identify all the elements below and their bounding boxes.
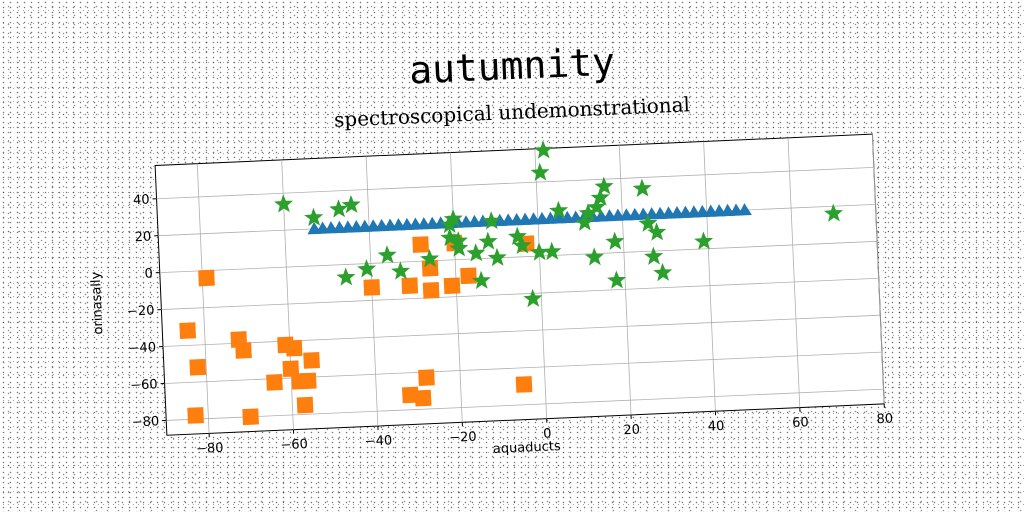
square-point — [198, 269, 215, 287]
star-point — [487, 247, 507, 267]
x-tick-label: −60 — [280, 437, 308, 453]
y-grid-line — [161, 277, 879, 310]
y-grid-line — [156, 167, 874, 200]
series-triangle — [307, 203, 752, 235]
square-point — [401, 277, 419, 295]
y-grid-line — [159, 240, 878, 274]
x-grid-line — [196, 163, 210, 434]
star-point — [594, 176, 614, 195]
star-point — [823, 203, 843, 222]
star-point — [329, 199, 349, 218]
square-point — [414, 389, 432, 407]
y-axis-label: orinasally — [89, 271, 107, 335]
star-point — [336, 267, 356, 286]
x-grid-line — [534, 148, 548, 419]
star-point — [607, 270, 627, 289]
star-point — [644, 246, 664, 265]
triangle-point — [737, 203, 752, 216]
star-point — [443, 209, 463, 228]
x-grid-line — [872, 134, 885, 404]
x-grid-line — [618, 145, 632, 415]
square-point — [460, 267, 477, 285]
star-point — [584, 247, 604, 266]
star-point — [449, 238, 469, 257]
square-point — [303, 352, 320, 369]
y-axis-ticks: −80 −60 −40 −20 0 20 40 — [127, 193, 167, 430]
x-tick-label: 0 — [543, 426, 552, 441]
star-point — [605, 231, 625, 250]
x-tick-label: −80 — [196, 441, 224, 457]
star-point — [471, 270, 491, 290]
y-tick-label: 0 — [144, 266, 153, 281]
star-point — [273, 194, 293, 213]
square-point — [363, 279, 381, 296]
star-point — [586, 197, 606, 216]
star-point — [542, 241, 562, 261]
x-tick-label: 60 — [792, 415, 809, 431]
square-point — [443, 277, 461, 295]
star-point — [638, 213, 658, 232]
star-point — [530, 162, 550, 182]
x-grid-line — [787, 137, 801, 408]
square-point — [412, 236, 430, 253]
x-axis-label: aquaducts — [493, 439, 562, 457]
square-point — [235, 342, 252, 359]
star-point — [632, 178, 652, 197]
star-point — [466, 243, 486, 262]
x-tick-label: −20 — [449, 430, 477, 446]
star-point — [533, 140, 553, 159]
series-layer — [179, 140, 843, 426]
star-point — [478, 231, 498, 250]
x-tick-label: −40 — [364, 433, 392, 449]
star-point — [512, 235, 532, 255]
star-point — [653, 262, 673, 282]
y-tick-label: −20 — [127, 303, 155, 319]
y-tick-label: 20 — [134, 229, 151, 245]
square-point — [242, 408, 259, 426]
star-point — [357, 259, 377, 278]
square-point — [418, 369, 435, 386]
square-point — [422, 282, 440, 299]
square-point — [189, 358, 207, 376]
y-tick-label: −40 — [128, 340, 156, 356]
star-point — [481, 211, 501, 230]
plot-area: −80 −60 −40 −20 0 20 40 60 80 −80−60−40−2002040 … — [89, 133, 893, 457]
x-grid-line — [703, 141, 716, 412]
star-point — [341, 195, 361, 214]
y-grid-line — [164, 351, 882, 384]
square-point — [187, 407, 204, 424]
x-tick-label: 80 — [876, 412, 893, 428]
star-point — [304, 207, 324, 227]
square-point — [296, 396, 314, 414]
square-point — [401, 386, 419, 404]
y-tick-label: −60 — [130, 377, 158, 393]
star-point — [549, 200, 569, 220]
star-point — [529, 242, 549, 261]
x-tick-label: 40 — [707, 419, 724, 435]
square-point — [179, 322, 197, 339]
star-point — [574, 212, 594, 231]
star-point — [523, 288, 543, 308]
y-tick-label: −80 — [132, 414, 160, 430]
square-point — [299, 372, 317, 390]
star-point — [377, 245, 397, 264]
star-point — [578, 203, 598, 222]
y-grid-line — [166, 388, 884, 421]
square-point — [282, 360, 300, 378]
square-point — [285, 339, 303, 357]
series-square — [179, 234, 535, 426]
star-point — [420, 248, 440, 268]
y-tick-label: 40 — [133, 193, 150, 209]
star-point — [391, 261, 411, 280]
square-point — [515, 376, 533, 393]
square-point — [266, 374, 283, 391]
series-star — [273, 140, 843, 308]
star-point — [694, 231, 714, 250]
x-tick-label: 20 — [623, 423, 640, 439]
star-point — [590, 187, 610, 207]
x-axis-ticks: −80 −60 −40 −20 0 20 40 60 80 — [196, 403, 893, 457]
star-point — [647, 222, 667, 241]
